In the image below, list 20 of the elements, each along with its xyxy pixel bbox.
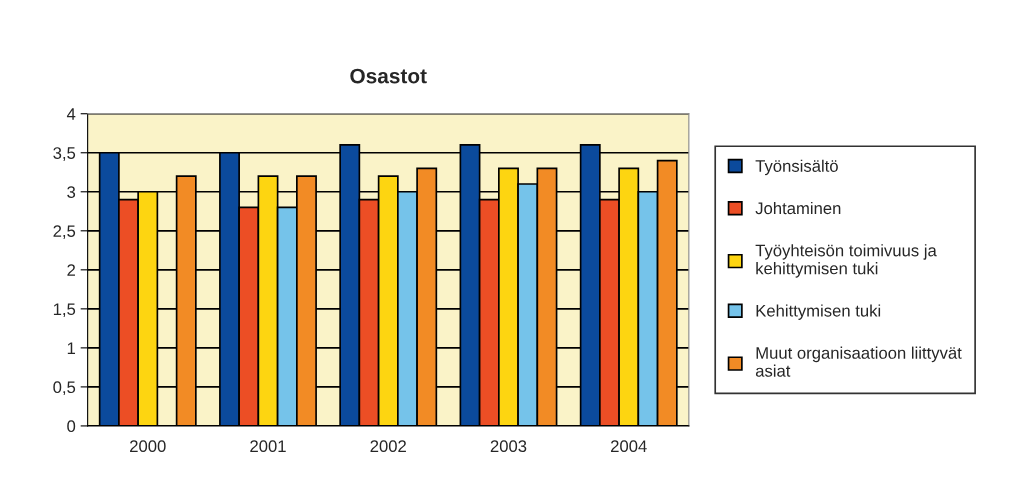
y-tick-label: 1 bbox=[67, 342, 76, 354]
legend-label: Kehittymisen tuki bbox=[756, 304, 881, 320]
x-tick-label: 2000 bbox=[130, 440, 166, 453]
legend-label: Työnsisältö bbox=[755, 159, 838, 176]
chart-title: Osastot bbox=[350, 68, 427, 84]
y-tick-label: 4 bbox=[66, 108, 76, 120]
y-tick-label: 0,5 bbox=[53, 381, 76, 396]
y-tick-label: 3 bbox=[67, 186, 76, 198]
y-tick-label: 0 bbox=[67, 420, 76, 433]
y-tick-label: 1,5 bbox=[53, 303, 76, 318]
legend-label: Johtaminen bbox=[755, 201, 841, 215]
x-tick-label: 2002 bbox=[370, 440, 406, 453]
legend-label: Muut organisaatioon liittyvät asiat bbox=[755, 346, 962, 377]
x-tick-label: 2001 bbox=[250, 440, 286, 453]
y-tick-label: 3,5 bbox=[53, 147, 76, 161]
x-tick-label: 2004 bbox=[611, 440, 647, 453]
legend-label: Työyhteisön toimivuus ja kehittymisen tuki bbox=[755, 244, 937, 278]
y-tick-label: 2,5 bbox=[53, 225, 76, 239]
y-tick-label: 2 bbox=[67, 264, 75, 276]
x-tick-label: 2003 bbox=[490, 440, 527, 453]
